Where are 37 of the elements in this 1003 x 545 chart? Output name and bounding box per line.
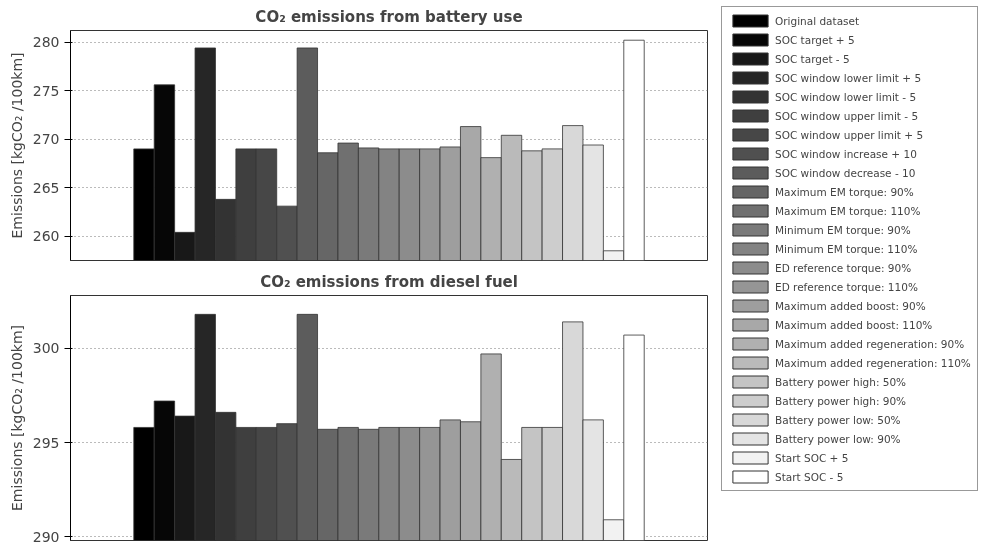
legend-label: SOC window upper limit + 5 [775,127,924,142]
y-axis-title: Emissions [kgCO₂ /100km] [8,325,25,511]
legend-label: ED reference torque: 90% [775,260,912,275]
legend-label: SOC window decrease - 10 [775,165,916,180]
legend-label: SOC window lower limit + 5 [775,70,922,85]
legend-label: SOC window lower limit - 5 [775,89,917,104]
legend-label: Battery power high: 90% [775,393,907,408]
legend-label: Maximum added boost: 110% [775,317,933,332]
chart-title: CO₂ emissions from diesel fuel [260,272,518,291]
y-tick-label: 270 [32,131,60,148]
y-tick-label: 280 [32,34,60,51]
legend-label: SOC window increase + 10 [775,146,917,161]
legend-label: Start SOC - 5 [775,469,844,484]
legend-label: Battery power low: 50% [775,412,901,427]
y-tick-label: 265 [32,179,60,196]
y-tick-label: 300 [32,340,60,357]
chart-title: CO₂ emissions from battery use [255,7,523,26]
legend-label: Minimum EM torque: 110% [775,241,918,256]
legend-label: Maximum EM torque: 110% [775,203,921,218]
y-tick-label: 295 [32,434,60,451]
y-tick-label: 260 [32,228,60,245]
legend-label: Maximum EM torque: 90% [775,184,914,199]
legend-label: SOC target - 5 [775,51,850,66]
legend-label: Minimum EM torque: 90% [775,222,911,237]
legend-label: Battery power high: 50% [775,374,907,389]
legend-label: Maximum added regeneration: 90% [775,336,965,351]
legend-label: SOC window upper limit - 5 [775,108,919,123]
legend-label: Battery power low: 90% [775,431,901,446]
y-tick-label: 290 [32,528,60,545]
legend-label: SOC target + 5 [775,32,855,47]
y-axis-title: Emissions [kgCO₂ /100km] [8,52,25,239]
y-tick-label: 275 [32,82,60,99]
legend-label: Maximum added boost: 90% [775,298,926,313]
legend-label: Start SOC + 5 [775,450,849,465]
legend-label: Original dataset [775,13,860,28]
legend-label: ED reference torque: 110% [775,279,918,294]
legend-label: Maximum added regeneration: 110% [775,355,971,370]
